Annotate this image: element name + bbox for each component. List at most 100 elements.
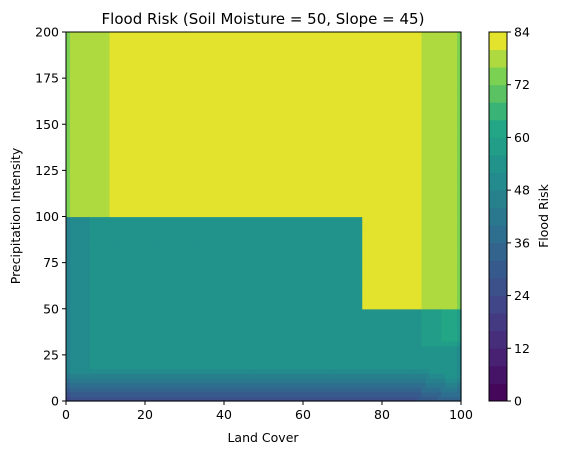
- contour-cell: [184, 364, 190, 370]
- contour-cell: [125, 322, 130, 328]
- contour-cell: [303, 221, 308, 227]
- contour-cell: [184, 396, 190, 402]
- contour-cell: [141, 368, 146, 374]
- contour-cell: [362, 211, 367, 218]
- contour-cell: [247, 174, 253, 181]
- contour-cell: [429, 327, 434, 333]
- contour-cell: [441, 377, 446, 384]
- contour-cell: [409, 285, 415, 291]
- contour-cell: [196, 239, 201, 245]
- contour-cell: [449, 174, 454, 181]
- contour-cell: [429, 225, 434, 231]
- contour-cell: [145, 262, 150, 268]
- contour-cell: [303, 317, 308, 324]
- contour-cell: [188, 308, 193, 314]
- contour-cell: [148, 193, 154, 199]
- contour-cell: [310, 193, 316, 199]
- contour-cell: [271, 281, 276, 287]
- contour-cell: [291, 267, 296, 273]
- contour-cell: [429, 234, 434, 241]
- contour-cell: [255, 341, 261, 347]
- contour-cell: [425, 262, 430, 268]
- contour-cell: [231, 396, 237, 402]
- contour-cell: [287, 234, 292, 241]
- contour-cell: [152, 341, 158, 347]
- contour-cell: [192, 276, 197, 282]
- contour-cell: [295, 170, 300, 176]
- contour-cell: [81, 294, 87, 301]
- contour-cell: [397, 341, 403, 347]
- contour-cell: [231, 170, 237, 176]
- contour-cell: [310, 354, 316, 361]
- contour-cell: [188, 327, 193, 333]
- contour-cell: [385, 253, 391, 259]
- contour-cell: [334, 170, 340, 176]
- contour-cell: [160, 368, 166, 374]
- contour-cell: [97, 262, 103, 268]
- contour-cell: [121, 281, 126, 287]
- contour-cell: [287, 211, 292, 218]
- contour-cell: [113, 313, 118, 319]
- contour-cell: [362, 368, 367, 374]
- contour-cell: [101, 170, 107, 176]
- contour-cell: [429, 331, 434, 338]
- contour-cell: [125, 345, 130, 351]
- contour-cell: [208, 341, 213, 347]
- contour-cell: [310, 299, 316, 305]
- contour-cell: [271, 373, 276, 379]
- contour-cell: [133, 322, 138, 328]
- contour-cell: [69, 234, 75, 241]
- contour-cell: [366, 276, 371, 282]
- contour-cell: [196, 179, 201, 185]
- contour-cell: [125, 396, 130, 402]
- contour-cell: [93, 193, 99, 199]
- contour-cell: [164, 359, 170, 365]
- contour-cell: [437, 317, 442, 324]
- contour-cell: [310, 234, 316, 241]
- contour-cell: [291, 336, 296, 342]
- contour-cell: [378, 350, 383, 356]
- contour-cell: [279, 308, 284, 314]
- contour-cell: [453, 281, 458, 287]
- contour-cell: [235, 276, 241, 282]
- contour-cell: [200, 354, 205, 361]
- contour-cell: [137, 271, 142, 278]
- contour-cell: [113, 174, 118, 181]
- contour-cell: [441, 368, 446, 374]
- contour-cell: [235, 285, 241, 291]
- contour-cell: [227, 216, 233, 222]
- contour-cell: [457, 313, 462, 319]
- contour-cell: [263, 391, 269, 397]
- contour-cell: [263, 239, 269, 245]
- contour-cell: [354, 364, 359, 370]
- contour-cell: [287, 364, 292, 370]
- contour-cell: [259, 207, 265, 213]
- contour-cell: [172, 271, 178, 278]
- contour-cell: [306, 239, 312, 245]
- contour-cell: [89, 184, 95, 190]
- contour-cell: [417, 179, 423, 185]
- contour-cell: [401, 368, 407, 374]
- contour-cell: [306, 230, 312, 236]
- contour-cell: [413, 271, 419, 278]
- contour-cell: [184, 239, 190, 245]
- contour-cell: [366, 198, 371, 204]
- contour-cell: [141, 170, 146, 176]
- contour-cell: [409, 368, 415, 374]
- contour-cell: [227, 211, 233, 218]
- contour-cell: [306, 368, 312, 374]
- contour-cell: [125, 387, 130, 393]
- contour-cell: [441, 170, 446, 176]
- contour-cell: [184, 225, 190, 231]
- contour-cell: [425, 382, 430, 388]
- contour-cell: [382, 248, 387, 254]
- contour-cell: [192, 253, 197, 259]
- contour-cell: [358, 221, 363, 227]
- contour-cell: [275, 207, 280, 213]
- contour-cell: [409, 258, 415, 264]
- contour-cell: [235, 354, 241, 361]
- contour-cell: [358, 170, 363, 176]
- contour-cell: [382, 225, 387, 231]
- contour-cell: [152, 285, 158, 291]
- contour-cell: [168, 276, 174, 282]
